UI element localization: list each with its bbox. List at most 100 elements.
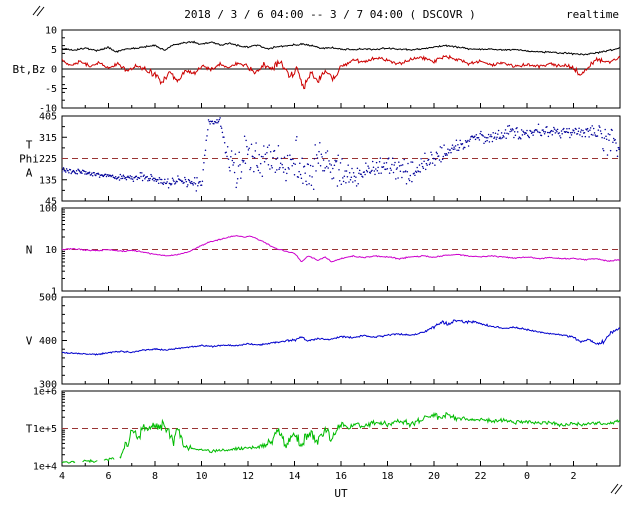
scatter-dot (617, 146, 620, 149)
scatter-dot (269, 168, 271, 170)
scatter-dot (309, 175, 311, 177)
y-tick-label: 1e+5 (33, 424, 57, 435)
scatter-dot (410, 161, 412, 163)
scatter-dot (520, 138, 522, 140)
scatter-dot (599, 130, 602, 132)
scatter-dot (317, 162, 320, 164)
y-tick-label: 135 (39, 175, 57, 186)
scatter-dot (375, 168, 377, 170)
x-tick-label: 12 (242, 471, 254, 482)
scatter-dot (220, 125, 222, 127)
scatter-dot (281, 163, 283, 166)
scatter-dot (559, 135, 561, 137)
scatter-dot (450, 151, 452, 154)
scatter-dot (365, 169, 368, 172)
scatter-dot (169, 182, 171, 185)
scatter-dot (301, 157, 303, 159)
scatter-dot (248, 147, 250, 150)
x-axis-title: UT (334, 487, 348, 500)
scatter-dot (440, 160, 442, 163)
scatter-dot (240, 177, 242, 179)
scatter-dot (391, 163, 393, 166)
x-tick-label: 22 (474, 471, 486, 482)
scatter-dot (159, 178, 161, 181)
scatter-dot (329, 163, 331, 165)
scatter-dot (531, 131, 534, 134)
scatter-dot (176, 180, 178, 183)
scatter-dot (401, 164, 404, 166)
scatter-dot (509, 130, 511, 133)
scatter-dot (86, 172, 89, 175)
scatter-dot (403, 158, 405, 161)
scatter-dot (559, 137, 562, 139)
scatter-dot (378, 172, 380, 174)
scatter-dot (131, 175, 133, 178)
scatter-dot (312, 165, 314, 167)
scatter-dot (539, 131, 541, 134)
scatter-dot (512, 129, 514, 131)
scatter-dot (591, 125, 593, 127)
scatter-dot (433, 157, 435, 160)
y-tick-label: 315 (39, 133, 57, 144)
x-tick-label: 18 (381, 471, 393, 482)
scatter-dot (187, 178, 190, 181)
x-tick-label: 4 (59, 471, 65, 482)
scatter-dot (333, 164, 336, 166)
scatter-dot (242, 161, 244, 163)
scatter-dot (155, 180, 158, 182)
scatter-dot (335, 160, 338, 162)
scatter-dot (553, 126, 555, 129)
scatter-dot (397, 177, 399, 179)
scatter-dot (609, 149, 612, 152)
scatter-dot (379, 157, 382, 159)
scatter-dot (464, 139, 467, 142)
scatter-dot (286, 172, 288, 175)
scatter-dot (190, 182, 192, 185)
scatter-dot (152, 177, 155, 179)
scatter-dot (544, 131, 547, 133)
scatter-dot (494, 132, 497, 135)
scatter-dot (325, 165, 328, 168)
scatter-dot (319, 142, 321, 144)
panel-border (61, 296, 621, 385)
scatter-dot (165, 182, 168, 185)
scatter-dot (209, 123, 211, 125)
scatter-dot (183, 181, 185, 184)
scatter-dot (451, 147, 453, 149)
scatter-dot (192, 184, 194, 186)
scatter-dot (157, 182, 160, 184)
scatter-dot (589, 127, 592, 129)
scatter-dot (592, 127, 595, 130)
scatter-dot (550, 129, 553, 132)
scatter-dot (553, 128, 556, 130)
scatter-dot (399, 170, 402, 173)
x-tick-label: 16 (335, 471, 347, 482)
scatter-dot (586, 127, 589, 130)
scatter-dot (342, 177, 344, 179)
scatter-dot (276, 157, 279, 159)
scatter-dot (461, 142, 464, 145)
scatter-dot (507, 125, 509, 127)
scatter-dot (391, 157, 394, 160)
scatter-dot (552, 130, 554, 133)
scatter-dot (619, 146, 620, 149)
scatter-dot (319, 165, 322, 167)
scatter-dot (580, 129, 583, 131)
scatter-dot (218, 118, 221, 121)
scatter-dot (102, 175, 105, 178)
scatter-dot (253, 170, 255, 173)
scatter-dot (243, 159, 245, 162)
scatter-dot (83, 170, 86, 173)
scatter-dot (268, 144, 270, 146)
scatter-dot (596, 135, 599, 137)
scatter-dot (247, 149, 250, 151)
scatter-dot (296, 135, 298, 138)
scatter-dot (603, 137, 606, 139)
scatter-dot (616, 155, 619, 158)
scatter-dot (77, 168, 79, 170)
scatter-dot (402, 171, 405, 173)
y-tick-label: 300 (39, 380, 57, 391)
scatter-dot (221, 131, 224, 134)
scatter-dot (196, 177, 198, 179)
scatter-dot (360, 173, 362, 176)
